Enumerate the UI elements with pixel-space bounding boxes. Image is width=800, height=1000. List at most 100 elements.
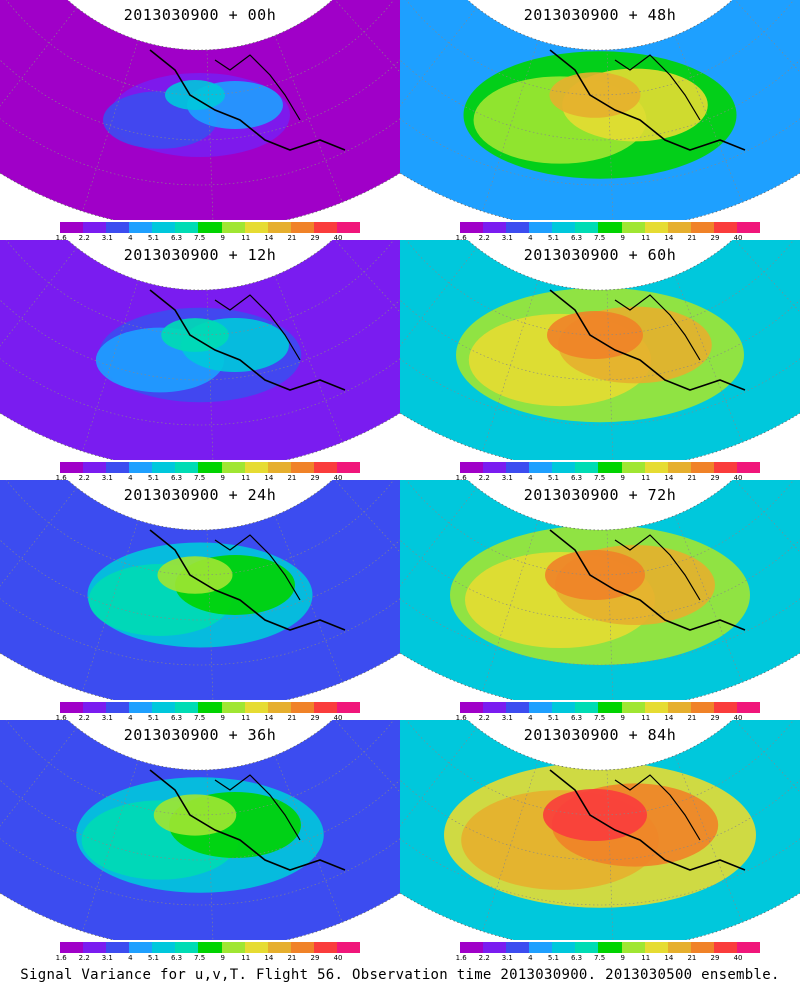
colorbar-swatch: [244, 942, 268, 953]
forecast-panel: 2013030900 + 36h 1.6 2.2 3.1 4 5.1 6.3 7.5 9 11 14…: [0, 720, 400, 962]
colorbar-swatch: [198, 222, 222, 233]
variance-map: [0, 240, 400, 460]
colorbar-tick-label: 7.5: [194, 474, 206, 482]
colorbar-tick-label: 7.5: [594, 234, 606, 242]
colorbar-tick-label: 11: [641, 474, 651, 482]
colorbar-tick-label: 7.5: [594, 954, 606, 962]
colorbar-tick-label: 40: [333, 234, 343, 242]
colorbar-tick-label: 5.1: [147, 954, 160, 962]
colorbar-tick-label: 4: [128, 954, 133, 962]
colorbar-tick-label: 2.2: [78, 954, 90, 962]
colorbar-swatch: [83, 942, 107, 953]
colorbar-tick-label: 4: [128, 474, 133, 482]
colorbar-tick-label: 5.1: [547, 474, 560, 482]
colorbar-swatch: [506, 222, 530, 233]
colorbar-tick-label: 2.2: [478, 234, 490, 242]
colorbar-tick-label: 9: [220, 954, 225, 962]
colorbar-tick-label: 11: [241, 714, 251, 722]
colorbar-swatch: [690, 222, 714, 233]
colorbar-tick-label: 21: [287, 954, 297, 962]
colorbar-tick-label: 9: [220, 234, 225, 242]
colorbar-tick-label: 6.3: [170, 474, 183, 482]
colorbar-swatch: [598, 462, 622, 473]
colorbar-swatch: [60, 462, 84, 473]
colorbar: [60, 942, 361, 953]
colorbar-swatch: [736, 942, 761, 953]
colorbar-tick-label: 40: [333, 474, 343, 482]
colorbar-tick-label: 4: [128, 234, 133, 242]
colorbar-labels: 1.6 2.2 3.1 4 5.1 6.3 7.5 9 11 14 21 29 40: [456, 234, 760, 244]
colorbar-tick-label: 2.2: [78, 474, 90, 482]
colorbar-tick-label: 4: [528, 714, 533, 722]
colorbar-swatch: [713, 942, 737, 953]
colorbar-swatch: [598, 702, 622, 713]
colorbar-tick-label: 21: [287, 474, 297, 482]
colorbar-swatch: [152, 702, 176, 713]
colorbar-swatch: [267, 702, 291, 713]
colorbar-swatch: [175, 462, 199, 473]
colorbar: [460, 222, 761, 233]
variance-map: [400, 240, 800, 460]
colorbar-swatch: [690, 942, 714, 953]
colorbar: [460, 462, 761, 473]
colorbar-swatch: [483, 462, 507, 473]
colorbar-swatch: [244, 222, 268, 233]
panel-title: 2013030900 + 48h: [523, 6, 677, 24]
colorbar-swatch: [313, 702, 337, 713]
colorbar-labels: 1.6 2.2 3.1 4 5.1 6.3 7.5 9 11 14 21 29 40: [56, 234, 360, 244]
colorbar-labels: 1.6 2.2 3.1 4 5.1 6.3 7.5 9 11 14 21 29 40: [456, 714, 760, 724]
colorbar-tick-label: 3.1: [501, 714, 513, 722]
colorbar-tick-label: 21: [687, 954, 697, 962]
colorbar-tick-label: 29: [310, 714, 320, 722]
colorbar-swatch: [552, 702, 576, 713]
colorbar-tick-label: 6.3: [570, 234, 583, 242]
colorbar-swatch: [106, 222, 130, 233]
colorbar-swatch: [106, 702, 130, 713]
panel-title: 2013030900 + 00h: [123, 6, 277, 24]
colorbar-swatch: [644, 942, 668, 953]
forecast-panel: 2013030900 + 24h 1.6 2.2 3.1 4 5.1 6.3 7.5 9 11 14…: [0, 480, 400, 722]
colorbar: [60, 702, 361, 713]
colorbar-swatch: [529, 462, 553, 473]
colorbar-tick-label: 3.1: [101, 714, 113, 722]
colorbar-tick-label: 7.5: [194, 234, 206, 242]
colorbar-swatch: [644, 222, 668, 233]
colorbar-swatch: [575, 222, 599, 233]
panel-title: 2013030900 + 84h: [523, 726, 677, 744]
colorbar-swatch: [290, 942, 314, 953]
colorbar-swatch: [267, 462, 291, 473]
colorbar-swatch: [644, 462, 668, 473]
colorbar-tick-label: 29: [310, 474, 320, 482]
panel-title: 2013030900 + 24h: [123, 486, 277, 504]
panel-title: 2013030900 + 12h: [123, 246, 277, 264]
variance-map: [400, 480, 800, 700]
colorbar-tick-label: 5.1: [547, 714, 560, 722]
colorbar-swatch: [83, 462, 107, 473]
colorbar-tick-label: 6.3: [570, 714, 583, 722]
colorbar-tick-label: 5.1: [547, 234, 560, 242]
colorbar-swatch: [152, 462, 176, 473]
forecast-panel: 2013030900 + 00h 1.6 2.2 3.1 4 5.1 6.3 7.5 9 11 14…: [0, 0, 400, 242]
colorbar-swatch: [221, 702, 245, 713]
colorbar-swatch: [690, 702, 714, 713]
colorbar-tick-label: 1.6: [455, 954, 467, 962]
colorbar-tick-label: 14: [664, 474, 674, 482]
colorbar-tick-label: 6.3: [170, 954, 183, 962]
colorbar-swatch: [483, 702, 507, 713]
colorbar-swatch: [575, 462, 599, 473]
colorbar-swatch: [221, 942, 245, 953]
forecast-panel: 2013030900 + 48h 1.6 2.2 3.1 4 5.1 6.3 7.5 9 11 14…: [400, 0, 800, 242]
colorbar-tick-label: 29: [710, 714, 720, 722]
variance-map: [0, 480, 400, 700]
colorbar-tick-label: 29: [710, 234, 720, 242]
colorbar-tick-label: 9: [220, 714, 225, 722]
colorbar-labels: 1.6 2.2 3.1 4 5.1 6.3 7.5 9 11 14 21 29 40: [456, 474, 760, 484]
colorbar-swatch: [152, 222, 176, 233]
colorbar-swatch: [129, 462, 153, 473]
colorbar-swatch: [529, 702, 553, 713]
colorbar-swatch: [552, 462, 576, 473]
colorbar-swatch: [290, 702, 314, 713]
colorbar-tick-label: 1.6: [55, 714, 67, 722]
colorbar-tick-label: 29: [710, 474, 720, 482]
colorbar-swatch: [129, 942, 153, 953]
